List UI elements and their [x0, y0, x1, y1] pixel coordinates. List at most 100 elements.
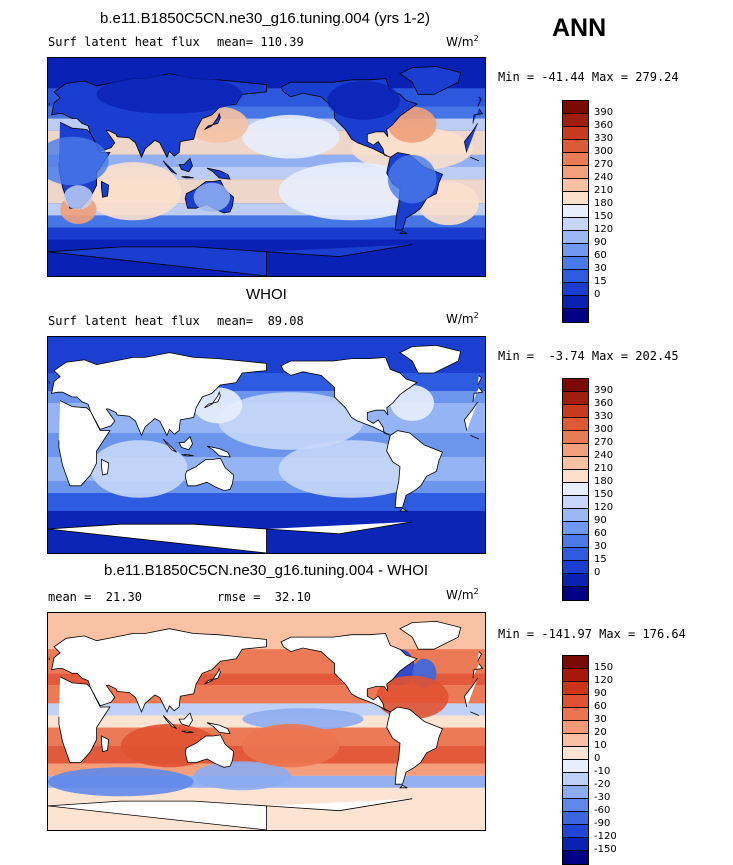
- field-band: [48, 227, 485, 240]
- land-mass: [48, 96, 482, 107]
- colorbar-swatch: [563, 496, 588, 509]
- colorbar-swatch: [563, 392, 588, 405]
- colorbar-label: 60: [594, 528, 607, 539]
- land-mass: [178, 157, 193, 173]
- land-mass: [162, 715, 177, 730]
- colorbar-swatch: [563, 309, 588, 322]
- field-feature: [217, 392, 364, 450]
- colorbar-label: 10: [594, 740, 607, 751]
- colorbar-label: 240: [594, 172, 614, 183]
- colorbar-label: 270: [594, 159, 614, 170]
- colorbar-swatches: [562, 655, 589, 865]
- colorbar-swatch: [563, 296, 588, 309]
- field-feature: [242, 723, 340, 768]
- map-panel: [47, 57, 486, 277]
- units-label: W/m2: [446, 311, 479, 326]
- units-label: W/m2: [446, 34, 479, 49]
- colorbar-label: -20: [594, 779, 611, 790]
- field-feature: [242, 114, 340, 159]
- colorbar-swatch: [563, 587, 588, 600]
- land-mass: [178, 435, 193, 451]
- colorbar-swatch: [563, 708, 588, 721]
- field-feature: [375, 675, 449, 720]
- colorbar-swatch: [563, 773, 588, 786]
- land-mass: [204, 112, 221, 130]
- colorbar-label: 30: [594, 714, 607, 725]
- rmse-label: rmse = 32.10: [217, 590, 311, 604]
- colorbar-label: 20: [594, 727, 607, 738]
- colorbar-swatch: [563, 405, 588, 418]
- colorbar-swatches: [562, 100, 589, 323]
- colorbar-label: -150: [594, 844, 617, 855]
- colorbar-label: 60: [594, 701, 607, 712]
- land-mass: [162, 438, 177, 453]
- land-feature: [96, 74, 243, 114]
- colorbar-label: 30: [594, 263, 607, 274]
- mean-label: mean = 21.30: [48, 590, 142, 604]
- colorbar-swatch: [563, 179, 588, 192]
- land-mass: [204, 667, 221, 685]
- colorbar-swatch: [563, 656, 588, 669]
- land-mass: [386, 706, 444, 785]
- colorbar-swatch: [563, 535, 588, 548]
- colorbar-swatch: [563, 218, 588, 231]
- colorbar-label: 300: [594, 146, 614, 157]
- field-feature: [90, 440, 188, 498]
- colorbar-swatch: [563, 509, 588, 522]
- colorbar-label: 270: [594, 437, 614, 448]
- land-mass: [280, 633, 418, 713]
- field-feature: [351, 127, 473, 171]
- colorbar-label: 390: [594, 107, 614, 118]
- land-mass: [51, 352, 484, 437]
- land-mass: [206, 167, 231, 180]
- colorbar-label: 240: [594, 450, 614, 461]
- land-mass: [280, 356, 418, 436]
- field-band: [48, 703, 485, 716]
- colorbar-label: 360: [594, 120, 614, 131]
- land-mass: [206, 445, 231, 458]
- colorbar-swatch: [563, 244, 588, 257]
- colorbar-swatches: [562, 378, 589, 601]
- land-feature: [327, 81, 401, 120]
- colorbar-label: -120: [594, 831, 617, 842]
- colorbar-swatch: [563, 283, 588, 296]
- colorbar-swatch: [563, 682, 588, 695]
- colorbar-swatch: [563, 838, 588, 851]
- panel-title: b.e11.B1850C5CN.ne30_g16.tuning.004 (yrs…: [100, 10, 430, 27]
- colorbar-label: 390: [594, 385, 614, 396]
- colorbar-swatch: [563, 205, 588, 218]
- colorbar-swatch: [563, 786, 588, 799]
- colorbar-label: -30: [594, 792, 611, 803]
- colorbar-label: 0: [594, 753, 601, 764]
- land-mass: [204, 390, 221, 409]
- colorbar-swatch: [563, 799, 588, 812]
- colorbar-swatch: [563, 695, 588, 708]
- land-mass: [48, 375, 482, 386]
- colorbar-swatch: [563, 669, 588, 682]
- land-mass: [51, 628, 484, 713]
- colorbar-label: 150: [594, 662, 614, 673]
- land-mass: [399, 508, 408, 512]
- land-mass: [184, 457, 235, 492]
- colorbar-label: 330: [594, 411, 614, 422]
- colorbar-swatch: [563, 379, 588, 392]
- land-mass: [48, 651, 482, 662]
- land-feature: [48, 136, 109, 186]
- land-mass: [101, 180, 110, 198]
- map-svg: [48, 337, 485, 553]
- colorbar-label: -90: [594, 818, 611, 829]
- land-mass: [48, 798, 413, 830]
- map-panel: [47, 336, 486, 554]
- land-mass: [399, 620, 462, 650]
- colorbar-swatch: [563, 192, 588, 205]
- land-mass: [58, 676, 480, 763]
- season-label: ANN: [552, 14, 607, 42]
- units-label: W/m2: [446, 587, 479, 602]
- field-band: [48, 493, 485, 511]
- colorbar-label: 330: [594, 133, 614, 144]
- colorbar-label: 0: [594, 567, 601, 578]
- colorbar-label: 30: [594, 541, 607, 552]
- land-mass: [181, 176, 194, 179]
- colorbar-swatch: [563, 825, 588, 838]
- field-feature: [48, 767, 194, 797]
